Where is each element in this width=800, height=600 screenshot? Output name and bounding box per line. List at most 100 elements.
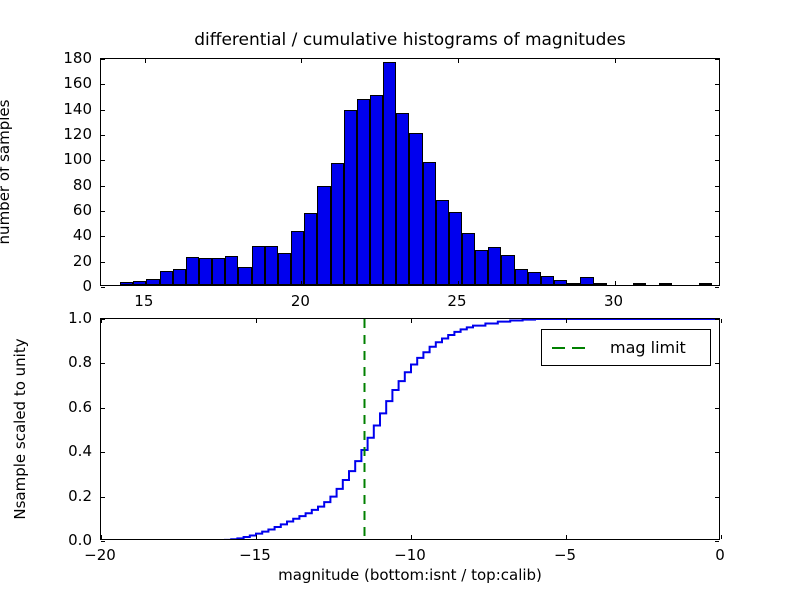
y-tick-mark (101, 211, 105, 212)
histogram-bar (699, 283, 712, 285)
y-tick-mark (101, 236, 105, 237)
y-tick-mark (101, 319, 105, 320)
y-tick-mark (715, 497, 719, 498)
x-tick-mark (411, 535, 412, 539)
y-tick-label: 120 (34, 125, 92, 143)
y-tick-mark (715, 211, 719, 212)
x-tick-mark (256, 535, 257, 539)
histogram-bar (160, 271, 173, 285)
y-tick-mark (101, 363, 105, 364)
y-tick-mark (101, 186, 105, 187)
x-tick-label: −5 (554, 546, 576, 564)
histogram-bar (423, 162, 436, 285)
histogram-bar (659, 283, 672, 285)
histogram-bar (146, 279, 159, 285)
x-tick-mark (101, 535, 102, 539)
histogram-bar (331, 163, 344, 285)
histogram-bar (225, 256, 238, 285)
y-tick-mark (101, 262, 105, 263)
x-tick-mark (721, 535, 722, 539)
x-tick-mark (145, 281, 146, 285)
x-tick-label: 0 (715, 546, 725, 564)
histogram-bar (383, 62, 396, 285)
histogram-bar (291, 231, 304, 285)
bottom-axis-xlabel: magnitude (bottom:isnt / top:calib) (100, 566, 720, 584)
histogram-bar (120, 282, 133, 285)
histogram-bar (396, 113, 409, 285)
histogram-bar (278, 253, 291, 285)
histogram-bar (252, 246, 265, 285)
x-tick-label: −15 (239, 546, 271, 564)
y-tick-mark (715, 408, 719, 409)
y-tick-label: 20 (34, 252, 92, 270)
y-tick-mark (101, 84, 105, 85)
x-tick-mark (458, 281, 459, 285)
histogram-bar (436, 200, 449, 285)
x-tick-mark (301, 59, 302, 63)
mag-limit-dash-icon (552, 347, 594, 349)
bottom-axis-ylabel: Nsample scaled to unity (11, 338, 29, 519)
y-tick-mark (715, 452, 719, 453)
y-tick-label: 0.2 (34, 487, 92, 505)
histogram-bar (238, 267, 251, 285)
y-tick-label: 0.8 (34, 353, 92, 371)
y-tick-mark (715, 160, 719, 161)
histogram-bar (199, 258, 212, 285)
x-tick-mark (145, 59, 146, 63)
histogram-bar (186, 257, 199, 285)
y-tick-mark (101, 135, 105, 136)
y-tick-mark (101, 452, 105, 453)
histogram-bar (515, 269, 528, 285)
top-axis-ylabel: number of samples (0, 100, 13, 245)
x-tick-label: 20 (291, 292, 310, 310)
y-tick-mark (715, 363, 719, 364)
y-tick-label: 0.4 (34, 442, 92, 460)
y-tick-label: 0.6 (34, 398, 92, 416)
histogram-bar (344, 110, 357, 285)
y-tick-mark (101, 497, 105, 498)
histogram-bar (304, 213, 317, 285)
legend[interactable]: mag limit (541, 329, 711, 366)
y-tick-mark (715, 319, 719, 320)
y-tick-mark (101, 408, 105, 409)
y-tick-label: 160 (34, 74, 92, 92)
y-tick-label: 140 (34, 100, 92, 118)
x-tick-mark (566, 319, 567, 323)
y-tick-mark (101, 160, 105, 161)
x-tick-label: −10 (394, 546, 426, 564)
y-tick-label: 40 (34, 226, 92, 244)
histogram-bar (580, 277, 593, 285)
histogram-bar (501, 255, 514, 285)
histogram-bar (528, 272, 541, 285)
x-tick-mark (301, 281, 302, 285)
x-tick-mark (458, 59, 459, 63)
x-tick-mark (256, 319, 257, 323)
histogram-bar (265, 246, 278, 285)
y-tick-mark (715, 135, 719, 136)
histogram-bar (594, 283, 607, 285)
y-tick-label: 80 (34, 176, 92, 194)
histogram-bar (212, 258, 225, 285)
y-tick-label: 60 (34, 201, 92, 219)
histogram-bar (462, 233, 475, 285)
x-tick-label: 25 (447, 292, 466, 310)
histogram-bar (317, 186, 330, 285)
y-tick-label: 0.0 (34, 531, 92, 549)
histogram-bar (475, 250, 488, 285)
histogram-bar (449, 212, 462, 285)
histogram-bar (554, 280, 567, 285)
y-tick-mark (715, 541, 719, 542)
y-tick-mark (715, 262, 719, 263)
legend-label-mag-limit: mag limit (610, 338, 686, 357)
figure-canvas: differential / cumulative histograms of … (0, 0, 800, 600)
x-tick-mark (411, 319, 412, 323)
histogram-bar (173, 269, 186, 285)
y-tick-mark (101, 59, 105, 60)
y-tick-mark (715, 84, 719, 85)
y-tick-mark (715, 186, 719, 187)
histogram-bar (633, 283, 646, 285)
histogram-bar (370, 95, 383, 285)
histogram-bar (357, 99, 370, 285)
y-tick-mark (715, 110, 719, 111)
y-tick-label: 180 (34, 49, 92, 67)
